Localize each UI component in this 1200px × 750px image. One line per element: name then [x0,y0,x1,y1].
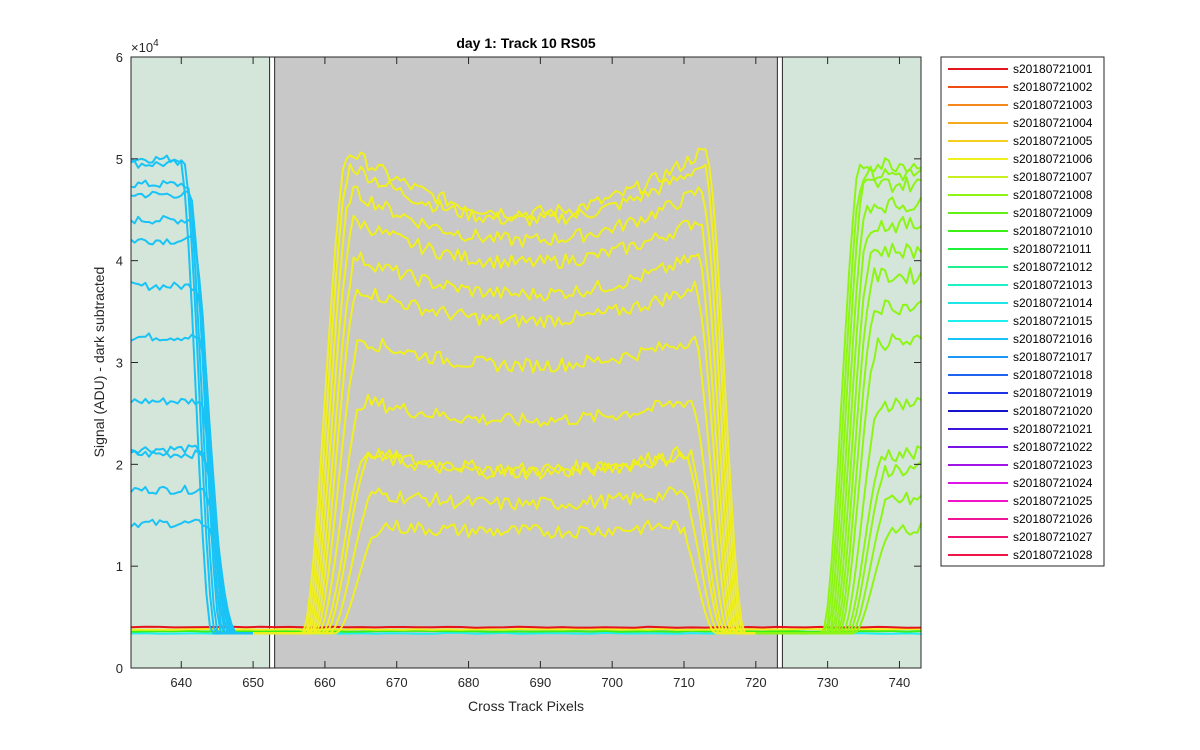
y-tick-label: 1 [116,559,123,574]
middle-series-line [253,147,807,635]
legend-label: s20180721022 [1013,440,1093,454]
legend-label: s20180721012 [1013,260,1093,274]
legend-label: s20180721007 [1013,170,1093,184]
y-tick-label: 2 [116,457,123,472]
x-axis-label: Cross Track Pixels [468,698,584,714]
middle-series-line [253,335,807,635]
boundary-lines [269,57,783,668]
legend-label: s20180721024 [1013,476,1093,490]
y-axis-label: Signal (ADU) - dark subtracted [91,267,107,458]
x-axis: 640 650 660 670 680 690 700 710 720 730 740 [170,57,910,690]
y-tick-label: 4 [116,254,123,269]
middle-series-line [253,519,807,635]
x-tick-label: 720 [745,675,767,690]
legend-label: s20180721021 [1013,422,1093,436]
legend[interactable]: s20180721001 s20180721002 s20180721003 s201… [940,56,1105,567]
legend-label: s20180721016 [1013,332,1093,346]
baseline-trace [130,629,922,633]
legend-label: s20180721013 [1013,278,1093,292]
x-tick-label: 660 [314,675,336,690]
baseline-trace [130,627,922,631]
legend-label: s20180721023 [1013,458,1093,472]
legend-label: s20180721011 [1013,242,1092,256]
legend-label: s20180721001 [1013,62,1093,76]
baseline-trace [130,625,922,629]
y-tick-label: 6 [116,50,123,65]
legend-label: s20180721026 [1013,512,1093,526]
legend-label: s20180721002 [1013,80,1093,94]
legend-label: s20180721006 [1013,152,1093,166]
legend-label: s20180721010 [1013,224,1093,238]
middle-series-line [253,280,807,635]
x-tick-label: 710 [673,675,695,690]
x-tick-label: 670 [386,675,408,690]
x-tick-label: 640 [170,675,192,690]
middle-series-line [253,450,807,635]
background-regions [131,57,921,668]
legend-label: s20180721014 [1013,296,1093,310]
chart-title: day 1: Track 10 RS05 [456,35,596,51]
legend-label: s20180721005 [1013,134,1093,148]
middle-series-line [253,214,807,635]
middle-series-line [253,251,807,635]
middle-series-line [253,163,807,635]
legend-label: s20180721003 [1013,98,1093,112]
legend-items: s20180721001 s20180721002 s20180721003 s201… [948,62,1093,562]
x-tick-label: 740 [889,675,911,690]
y-tick-label: 3 [116,356,123,371]
x-tick-label: 730 [817,675,839,690]
legend-label: s20180721015 [1013,314,1093,328]
x-tick-label: 680 [458,675,480,690]
x-tick-label: 650 [242,675,264,690]
middle-series-line [253,486,807,635]
middle-series-line [253,393,807,635]
legend-label: s20180721004 [1013,116,1093,130]
middle-series-line [253,446,807,635]
right-series-line [755,522,922,635]
y-tick-label: 5 [116,152,123,167]
legend-label: s20180721027 [1013,530,1093,544]
x-tick-label: 690 [530,675,552,690]
y-axis: 0 1 2 3 4 5 6 [116,50,921,676]
y-exponent-label: ×104 [131,38,159,55]
legend-label: s20180721009 [1013,206,1093,220]
legend-label: s20180721025 [1013,494,1093,508]
legend-label: s20180721008 [1013,188,1093,202]
legend-label: s20180721018 [1013,368,1093,382]
legend-label: s20180721020 [1013,404,1093,418]
y-tick-label: 0 [116,661,123,676]
legend-label: s20180721017 [1013,350,1093,364]
legend-label: s20180721019 [1013,386,1093,400]
middle-series-line [253,185,807,635]
x-tick-label: 700 [601,675,623,690]
series-lines [130,147,922,635]
legend-label: s20180721028 [1013,548,1093,562]
